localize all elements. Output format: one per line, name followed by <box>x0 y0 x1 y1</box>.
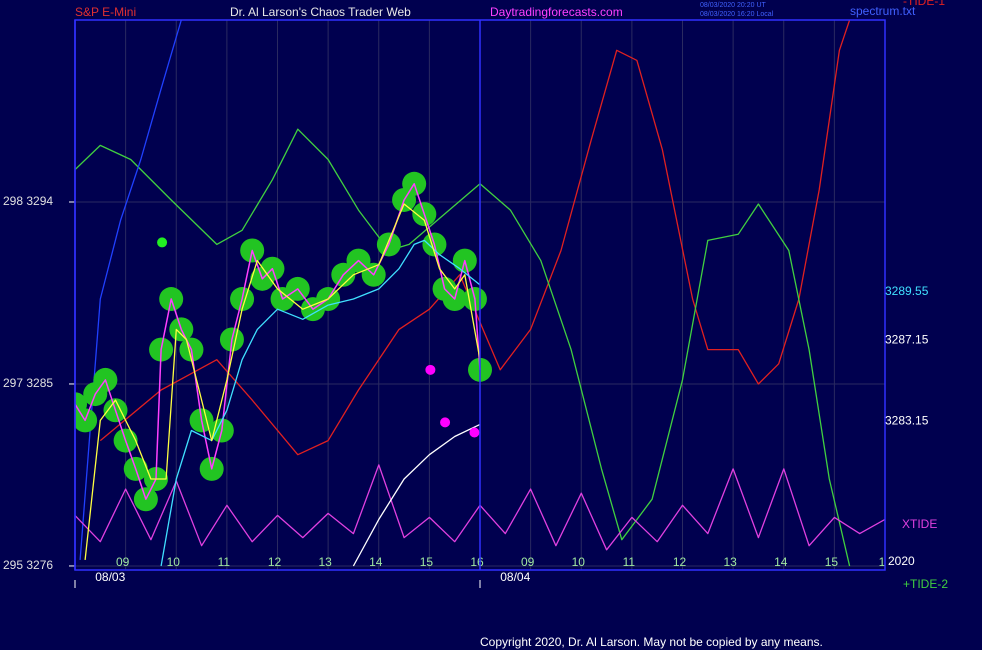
x-tick-label: 14 <box>369 555 383 569</box>
series-label: -TIDE-1 <box>903 0 945 8</box>
marker-dot <box>425 364 436 375</box>
x-tick-label: 13 <box>318 555 332 569</box>
series-line <box>84 203 481 560</box>
level-label: 3289.55 <box>885 284 929 298</box>
series-line <box>352 423 481 567</box>
file-label: spectrum.txt <box>850 4 916 18</box>
x-tick-label: 11 <box>218 555 231 569</box>
timestamp: 08/03/2020 16:20 Local <box>700 11 774 18</box>
x-tick-label: 10 <box>167 555 181 569</box>
marker-dot <box>157 237 168 248</box>
x-tick-label: 09 <box>116 555 130 569</box>
x-tick-label: 11 <box>623 555 636 569</box>
x-tick-label: 12 <box>673 555 687 569</box>
series-line <box>75 128 851 567</box>
x-tick-label: 15 <box>825 555 839 569</box>
timestamp: 08/03/2020 20:20 UT <box>700 2 766 9</box>
series-label: XTIDE <box>902 517 937 531</box>
plot-border <box>74 19 886 571</box>
y-tick-label: 297 3285 <box>3 376 53 390</box>
level-label: 3287.15 <box>885 333 929 347</box>
x-tick-label: 09 <box>521 555 535 569</box>
marker-dot <box>469 427 480 438</box>
series-label: +TIDE-2 <box>903 577 948 591</box>
x-tick-label: 15 <box>420 555 434 569</box>
x-tick-label: 13 <box>723 555 737 569</box>
symbol-label: S&P E-Mini <box>75 5 136 19</box>
x-tick-label: 14 <box>774 555 788 569</box>
copyright: Copyright 2020, Dr. Al Larson. May not b… <box>480 635 823 649</box>
marker-dot <box>440 417 451 428</box>
series-line <box>99 20 851 456</box>
y-tick-label: 298 3294 <box>3 194 53 208</box>
x-tick-label: 12 <box>268 555 282 569</box>
series-line <box>75 183 481 500</box>
series-line <box>79 20 182 560</box>
x-tick-label: 10 <box>572 555 586 569</box>
date-label: 08/03 <box>95 570 125 584</box>
y-tick-label: 295 3276 <box>3 558 53 572</box>
site-title: Dr. Al Larson's Chaos Trader Web <box>230 5 411 19</box>
date-label: 08/04 <box>500 570 530 584</box>
level-label: 3283.15 <box>885 414 929 428</box>
x-tick-label: 1 <box>879 555 886 569</box>
site-url: Daytradingforecasts.com <box>490 5 623 19</box>
x-tick-label: 16 <box>470 555 484 569</box>
series-line <box>160 239 481 567</box>
year-label: 2020 <box>888 554 915 568</box>
